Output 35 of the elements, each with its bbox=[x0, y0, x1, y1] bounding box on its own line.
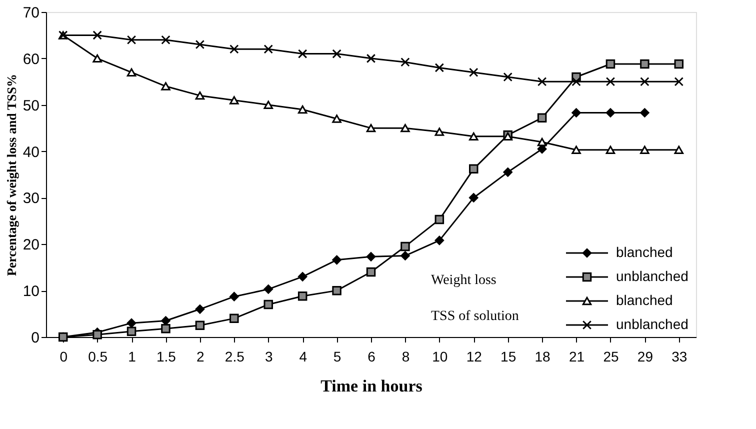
y-tick-label: 0 bbox=[31, 330, 40, 346]
x-tick-label: 1.5 bbox=[156, 348, 176, 364]
x-tick-label: 4 bbox=[299, 348, 308, 364]
x-tick-label: 3 bbox=[264, 348, 273, 364]
y-tick-label: 30 bbox=[22, 190, 40, 208]
x-tick-label: 25 bbox=[603, 348, 619, 364]
x-tick-label: 2 bbox=[196, 348, 205, 364]
legend-label: unblanched bbox=[616, 268, 688, 284]
x-tick-label: 6 bbox=[368, 348, 376, 364]
x-tick-label: 1 bbox=[128, 348, 136, 364]
x-tick-label: 8 bbox=[402, 348, 410, 364]
y-tick-label: 20 bbox=[22, 236, 40, 254]
annotation: TSS of solution bbox=[431, 309, 519, 324]
y-tick-label: 40 bbox=[22, 144, 40, 161]
x-tick-label: 29 bbox=[637, 348, 654, 364]
x-tick-label: 12 bbox=[466, 348, 482, 364]
x-tick-label: 10 bbox=[432, 348, 448, 364]
y-tick-label: 50 bbox=[22, 97, 40, 114]
y-axis-title: Percentage of weight loss and TSS% bbox=[4, 74, 19, 276]
x-tick-label: 5 bbox=[333, 348, 342, 364]
x-axis-title: Time in hours bbox=[320, 376, 423, 396]
x-tick-label: 15 bbox=[500, 348, 516, 364]
y-tick-label: 10 bbox=[22, 283, 40, 300]
y-tick-label: 60 bbox=[22, 50, 40, 68]
annotation: Weight loss bbox=[431, 273, 496, 288]
x-tick-label: 18 bbox=[534, 348, 551, 364]
x-tick-label: 21 bbox=[568, 348, 585, 364]
x-tick-label: 33 bbox=[672, 348, 688, 364]
legend-label: unblanched bbox=[616, 316, 688, 332]
x-tick-label: 0.5 bbox=[88, 348, 108, 364]
legend-label: blanched bbox=[616, 292, 673, 308]
x-tick-label: 0 bbox=[60, 348, 68, 364]
legend-label: blanched bbox=[616, 244, 673, 260]
x-tick-label: 2.5 bbox=[224, 348, 245, 364]
y-tick-label: 70 bbox=[22, 4, 40, 22]
